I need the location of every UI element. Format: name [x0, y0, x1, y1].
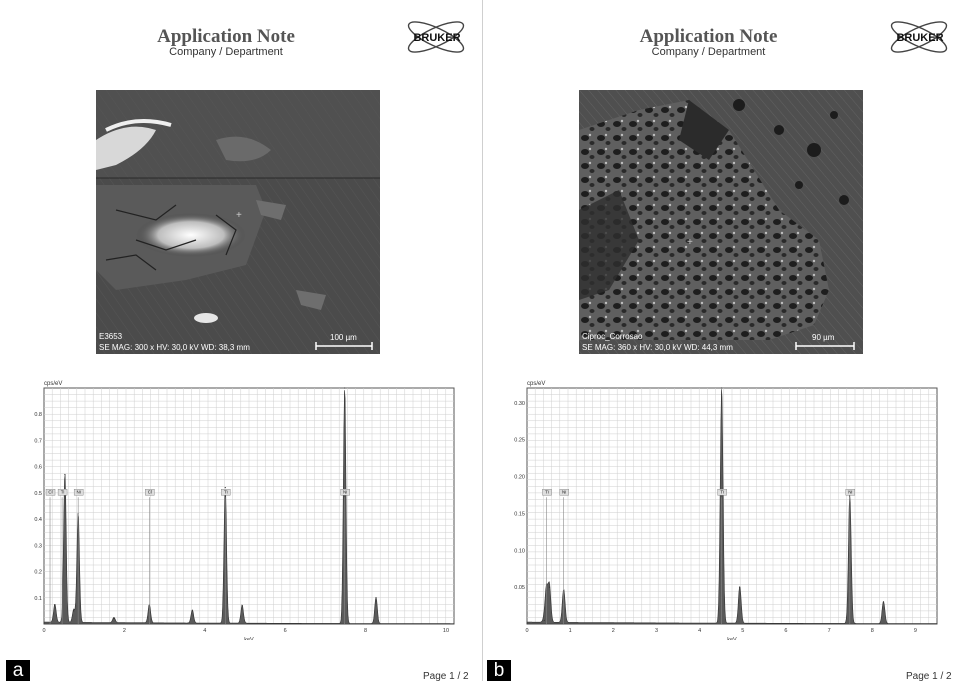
y-tick-label: 0.20: [514, 475, 525, 481]
y-tick-label: 0.30: [514, 401, 525, 407]
spectrum-peak: [224, 487, 226, 489]
y-tick-label: 0.6: [34, 465, 42, 471]
eds-spectrum-chart: 0.1 0.2 0.3 0.4 0.5 0.6 0.7 0.8 0 2 4 6 8 10 keV Cl Ti Ni…: [34, 387, 455, 640]
y-tick-label: 0.2: [34, 570, 42, 576]
spectrum-peak: [344, 387, 346, 389]
spectrum-series: [526, 389, 938, 625]
panel-b: Application Note Company / Department BR…: [482, 0, 964, 682]
y-tick-label: 0.4: [34, 517, 42, 523]
y-unit-label: cps/eV: [527, 381, 546, 387]
scale-bar: [315, 342, 373, 350]
spectrum-peak: [241, 605, 243, 607]
element-annotation: Ti: [61, 490, 65, 495]
y-tick-label: 0.10: [514, 548, 525, 554]
svg-text:BRUKER: BRUKER: [413, 32, 460, 44]
y-tick-label: 0.25: [514, 438, 525, 444]
x-tick-label: 4: [698, 628, 701, 634]
element-annotation: Ni: [343, 490, 347, 495]
bruker-logo: BRUKER: [402, 18, 472, 56]
y-tick-label: 0.8: [34, 412, 42, 418]
spectrum-peak: [721, 387, 723, 389]
page-footer: Page 1 / 2: [423, 671, 469, 682]
x-tick-label: 7: [828, 628, 831, 634]
sem-parameters: SE MAG: 300 x HV: 30,0 kV WD: 38,3 mm: [99, 343, 250, 352]
y-tick-label: 0.05: [514, 585, 525, 591]
bruker-logo: BRUKER: [885, 18, 955, 56]
annotation-box: [340, 488, 350, 496]
spectrum-peak: [548, 586, 551, 588]
x-tick-label: 6: [284, 628, 287, 634]
sem-image: + Ciproc_Corrosao SE MAG: 360 x HV: 30,0…: [579, 90, 863, 354]
annotation-box: [717, 488, 727, 496]
x-tick-label: 8: [871, 628, 874, 634]
x-tick-label: 0: [42, 628, 45, 634]
x-tick-label: 0: [525, 628, 528, 634]
element-annotation: Ti: [720, 490, 724, 495]
spectrum-peak: [113, 618, 115, 620]
element-annotation: Ni: [848, 490, 852, 495]
y-tick-label: 0.5: [34, 491, 42, 497]
spectrum-peak: [375, 597, 377, 599]
annotation-box: [73, 488, 84, 496]
sem-sample-name: E3653: [99, 332, 123, 341]
spectrum-series: [43, 390, 455, 625]
scale-bar-label: 90 µm: [812, 333, 835, 342]
sem-image: + E3653 SE MAG: 300 x HV: 30,0 kV WD: 38…: [96, 90, 380, 354]
spectrum-peak: [543, 619, 545, 621]
page-subtitle: Company / Department: [169, 46, 283, 58]
page-title: Application Note: [157, 26, 295, 47]
scale-bar-label: 100 µm: [330, 333, 357, 342]
svg-text:BRUKER: BRUKER: [896, 32, 943, 44]
x-tick-label: 10: [443, 628, 449, 634]
panel-label: b: [487, 660, 511, 681]
annotation-box: [845, 488, 856, 496]
spectrum-peak: [64, 473, 66, 476]
scale-bar: [795, 342, 855, 350]
x-tick-label: 3: [655, 628, 658, 634]
x-tick-label: 6: [784, 628, 787, 634]
spectrum-peak: [54, 605, 56, 607]
sem-sample-name: Ciproc_Corrosao: [582, 332, 643, 341]
eds-spectrum-chart: 0.05 0.10 0.15 0.20 0.25 0.30 0 1 2 3 4 5 6 7 8 9 keV Ti N…: [514, 387, 938, 640]
y-tick-label: 0.1: [34, 596, 42, 602]
x-tick-label: 1: [569, 628, 572, 634]
annotation-box: [57, 488, 68, 496]
svg-text:+: +: [687, 237, 693, 248]
svg-text:+: +: [236, 210, 242, 221]
page-subtitle: Company / Department: [651, 46, 766, 58]
x-tick-label: 2: [612, 628, 615, 634]
spectrum-peak: [191, 610, 193, 612]
spectrum-peak: [882, 601, 885, 603]
element-annotation: Ti: [224, 490, 228, 495]
panel-label: a: [6, 660, 30, 681]
spectrum-peak: [73, 610, 75, 612]
x-tick-label: 4: [203, 628, 206, 634]
x-tick-label: 9: [914, 628, 917, 634]
spectrum-peak: [739, 586, 741, 588]
y-tick-label: 0.15: [514, 511, 525, 517]
element-annotation: Ti: [545, 490, 549, 495]
x-axis-label: keV: [244, 637, 254, 640]
annotation-box: [45, 488, 56, 496]
annotation-box: [221, 488, 231, 496]
element-annotation: Cl: [148, 490, 152, 495]
element-annotation: Ni: [562, 490, 566, 495]
annotation-box: [542, 488, 552, 496]
element-annotation: Cl: [48, 490, 52, 495]
annotation-box: [559, 488, 569, 496]
y-unit-label: cps/eV: [44, 381, 63, 387]
annotation-box: [145, 488, 155, 496]
element-annotation: Ni: [77, 490, 81, 495]
page-footer: Page 1 / 2: [906, 671, 952, 682]
x-tick-label: 5: [741, 628, 744, 634]
sem-parameters: SE MAG: 360 x HV: 30,0 kV WD: 44,3 mm: [582, 343, 733, 352]
y-tick-label: 0.3: [34, 543, 42, 549]
y-tick-label: 0.7: [34, 438, 42, 444]
x-axis-label: keV: [727, 637, 737, 640]
x-tick-label: 8: [364, 628, 367, 634]
panel-a: Application Note Company / Department BR…: [0, 0, 482, 682]
x-tick-label: 2: [123, 628, 126, 634]
page-title: Application Note: [639, 26, 778, 47]
